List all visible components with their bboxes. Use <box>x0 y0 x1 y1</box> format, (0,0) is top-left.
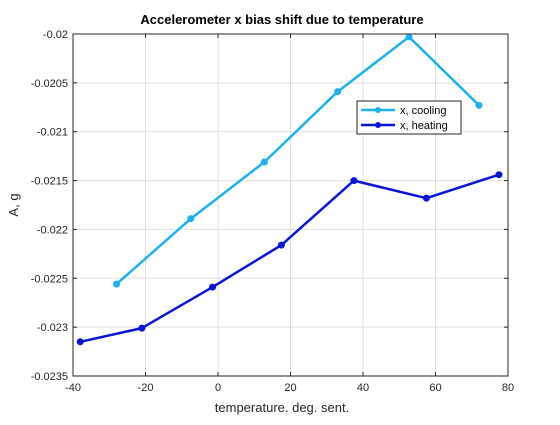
y-tick-label: -0.0235 <box>31 371 68 383</box>
data-point <box>277 241 285 249</box>
legend-label: x, heating <box>400 120 448 132</box>
data-point <box>350 177 358 185</box>
chart-title: Accelerometer x bias shift due to temper… <box>140 12 423 27</box>
series-layer <box>76 33 503 346</box>
y-tick-label: -0.02 <box>43 29 68 41</box>
y-tick-label: -0.022 <box>37 224 68 236</box>
x-tick-label: 60 <box>429 382 441 394</box>
data-point <box>260 158 268 166</box>
x-tick-label: 40 <box>357 382 369 394</box>
y-tick-label: -0.0205 <box>31 78 68 90</box>
y-axis-label: A, g <box>6 193 21 216</box>
series-line <box>115 35 480 286</box>
series-x-heating <box>76 171 503 346</box>
x-tick-label: 0 <box>215 382 221 394</box>
y-tick-label: -0.0225 <box>31 273 68 285</box>
data-point <box>187 215 195 223</box>
data-point <box>334 88 342 96</box>
data-point <box>113 280 120 288</box>
x-axis-ticks: -40 -20 0 20 40 60 80 <box>65 34 514 394</box>
data-point <box>138 324 146 332</box>
legend-entries: x, cooling x, heating <box>361 105 448 132</box>
legend-marker <box>375 107 381 113</box>
data-point <box>422 194 430 202</box>
x-tick-label: 20 <box>284 382 296 394</box>
x-tick-label: -40 <box>65 382 81 394</box>
data-point <box>475 101 483 109</box>
data-point <box>209 283 217 291</box>
legend-label: x, cooling <box>400 105 446 117</box>
data-point <box>495 171 503 179</box>
data-point <box>76 338 84 346</box>
y-tick-label: -0.023 <box>37 322 68 334</box>
x-tick-label: -20 <box>138 382 154 394</box>
x-tick-label: 80 <box>502 382 514 394</box>
legend-marker <box>375 122 381 128</box>
y-tick-label: -0.0215 <box>31 176 68 188</box>
data-point <box>405 33 413 41</box>
x-axis-label: temperature. deg. sent. <box>215 400 349 415</box>
legend: x, cooling x, heating <box>356 100 462 135</box>
legend-box <box>356 100 462 135</box>
y-axis-ticks: -0.0235 -0.023 -0.0225 -0.022 -0.0215 -0.021 -… <box>31 29 508 383</box>
y-tick-label: -0.021 <box>37 127 68 139</box>
series-x-cooling <box>113 33 483 288</box>
